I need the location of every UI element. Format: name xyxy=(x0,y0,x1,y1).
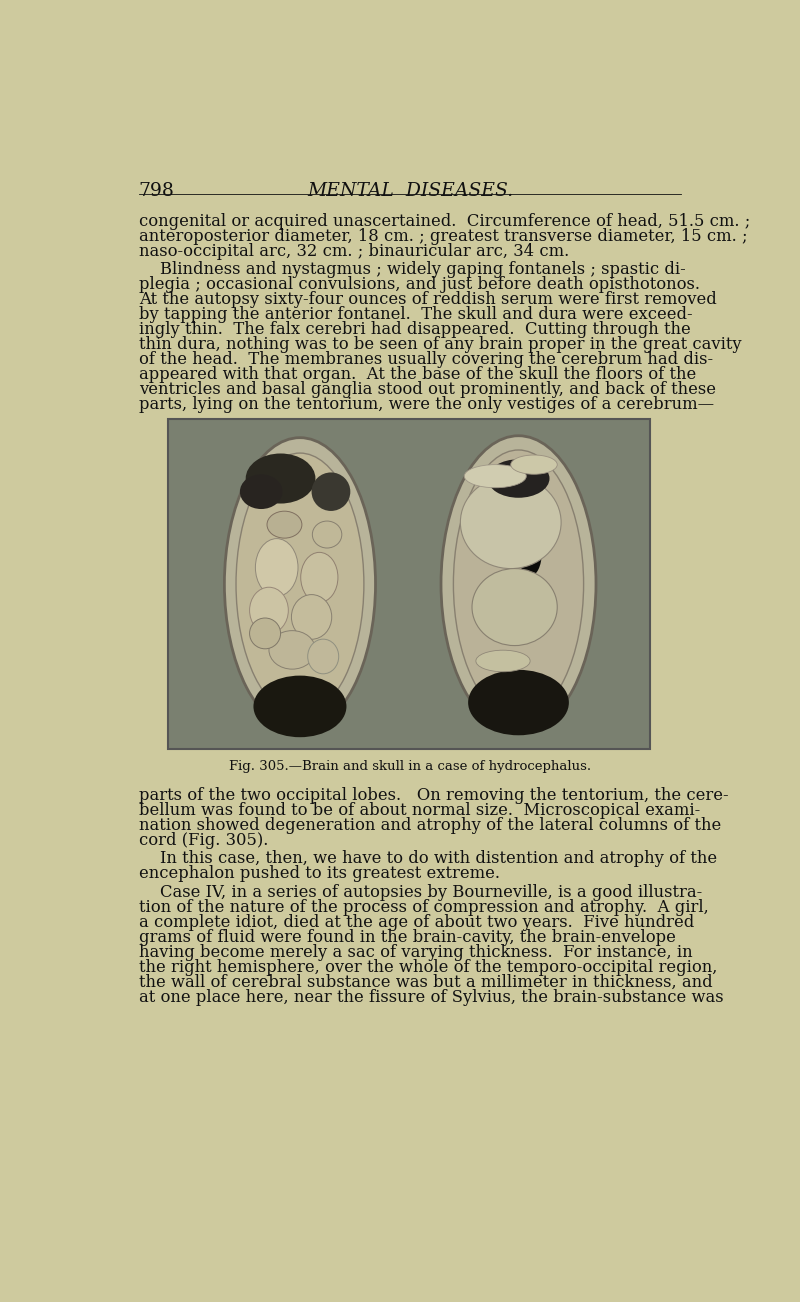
Text: At the autopsy sixty-four ounces of reddish serum were first removed: At the autopsy sixty-four ounces of redd… xyxy=(138,292,717,309)
Text: thin dura, nothing was to be seen of any brain proper in the great cavity: thin dura, nothing was to be seen of any… xyxy=(138,336,742,353)
Text: of the head.  The membranes usually covering the cerebrum had dis-: of the head. The membranes usually cover… xyxy=(138,352,713,368)
Ellipse shape xyxy=(291,595,332,639)
Ellipse shape xyxy=(308,639,338,674)
Text: 798: 798 xyxy=(138,182,174,201)
Ellipse shape xyxy=(510,454,558,474)
Text: a complete idiot, died at the age of about two years.  Five hundred: a complete idiot, died at the age of abo… xyxy=(138,914,694,931)
Ellipse shape xyxy=(224,437,375,730)
Ellipse shape xyxy=(269,630,315,669)
Text: grams of fluid were found in the brain-cavity, the brain-envelope: grams of fluid were found in the brain-c… xyxy=(138,928,676,945)
Text: Fig. 305.—Brain and skull in a case of hydrocephalus.: Fig. 305.—Brain and skull in a case of h… xyxy=(229,760,591,773)
Ellipse shape xyxy=(254,676,346,737)
Text: the right hemisphere, over the whole of the temporo-occipital region,: the right hemisphere, over the whole of … xyxy=(138,958,717,975)
Text: at one place here, near the fissure of Sylvius, the brain-substance was: at one place here, near the fissure of S… xyxy=(138,988,723,1005)
Ellipse shape xyxy=(487,460,550,497)
Ellipse shape xyxy=(468,669,569,736)
Ellipse shape xyxy=(460,477,561,569)
Text: parts of the two occipital lobes.   On removing the tentorium, the cere-: parts of the two occipital lobes. On rem… xyxy=(138,788,728,805)
Ellipse shape xyxy=(250,618,281,648)
Text: the wall of cerebral substance was but a millimeter in thickness, and: the wall of cerebral substance was but a… xyxy=(138,974,712,991)
Ellipse shape xyxy=(250,587,288,634)
Ellipse shape xyxy=(311,473,350,510)
Ellipse shape xyxy=(301,552,338,603)
Text: ingly thin.  The falx cerebri had disappeared.  Cutting through the: ingly thin. The falx cerebri had disappe… xyxy=(138,322,690,339)
Text: bellum was found to be of about normal size.  Microscopical exami-: bellum was found to be of about normal s… xyxy=(138,802,700,819)
Text: parts, lying on the tentorium, were the only vestiges of a cerebrum—: parts, lying on the tentorium, were the … xyxy=(138,397,714,414)
Ellipse shape xyxy=(267,512,302,538)
Text: plegia ; occasional convulsions, and just before death opisthotonos.: plegia ; occasional convulsions, and jus… xyxy=(138,276,700,293)
Text: cord (Fig. 305).: cord (Fig. 305). xyxy=(138,832,268,849)
Ellipse shape xyxy=(464,465,526,488)
Text: ventricles and basal ganglia stood out prominently, and back of these: ventricles and basal ganglia stood out p… xyxy=(138,381,716,398)
Text: MENTAL  DISEASES.: MENTAL DISEASES. xyxy=(307,182,513,201)
Text: appeared with that organ.  At the base of the skull the floors of the: appeared with that organ. At the base of… xyxy=(138,366,696,384)
Text: In this case, then, we have to do with distention and atrophy of the: In this case, then, we have to do with d… xyxy=(138,850,717,867)
Ellipse shape xyxy=(441,436,596,732)
Text: anteroposterior diameter, 18 cm. ; greatest transverse diameter, 15 cm. ;: anteroposterior diameter, 18 cm. ; great… xyxy=(138,228,747,245)
Text: by tapping the anterior fontanel.  The skull and dura were exceed-: by tapping the anterior fontanel. The sk… xyxy=(138,306,692,323)
Bar xyxy=(168,419,650,749)
Text: naso-occipital arc, 32 cm. ; binauricular arc, 34 cm.: naso-occipital arc, 32 cm. ; binauricula… xyxy=(138,243,569,260)
Text: tion of the nature of the process of compression and atrophy.  A girl,: tion of the nature of the process of com… xyxy=(138,898,709,915)
Ellipse shape xyxy=(454,450,584,717)
Text: Case IV, in a series of autopsies by Bourneville, is a good illustra-: Case IV, in a series of autopsies by Bou… xyxy=(138,884,702,901)
Text: congenital or acquired unascertained.  Circumference of head, 51.5 cm. ;: congenital or acquired unascertained. Ci… xyxy=(138,214,750,230)
Text: Blindness and nystagmus ; widely gaping fontanels ; spastic di-: Blindness and nystagmus ; widely gaping … xyxy=(138,262,686,279)
Text: having become merely a sac of varying thickness.  For instance, in: having become merely a sac of varying th… xyxy=(138,944,692,961)
Text: nation showed degeneration and atrophy of the lateral columns of the: nation showed degeneration and atrophy o… xyxy=(138,818,721,835)
Ellipse shape xyxy=(476,650,530,672)
Ellipse shape xyxy=(255,539,298,596)
Ellipse shape xyxy=(312,521,342,548)
Text: encephalon pushed to its greatest extreme.: encephalon pushed to its greatest extrem… xyxy=(138,866,500,883)
Ellipse shape xyxy=(246,453,315,504)
Ellipse shape xyxy=(236,453,364,715)
Ellipse shape xyxy=(240,474,282,509)
Ellipse shape xyxy=(472,569,558,646)
Ellipse shape xyxy=(518,530,542,577)
